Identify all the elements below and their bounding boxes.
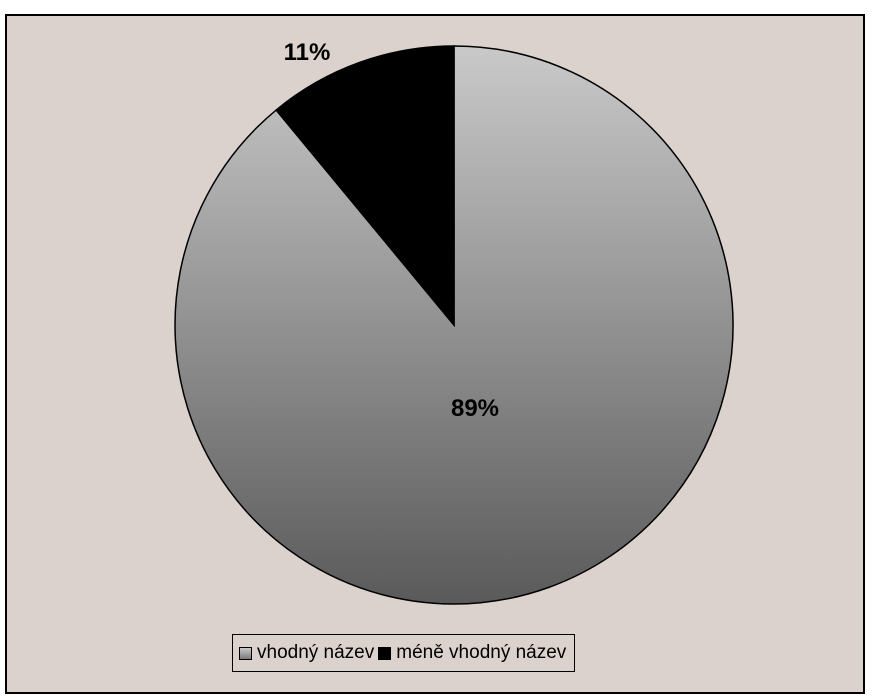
legend-item-vhodny: vhodný název	[239, 642, 374, 664]
chart-legend: vhodný název méně vhodný název	[232, 634, 576, 672]
legend-swatch-black	[378, 646, 392, 660]
pie-data-label: 89%	[451, 395, 499, 422]
pie-data-label: 11%	[284, 39, 331, 66]
legend-label: vhodný název	[257, 642, 375, 663]
pie-chart: 89% 11%	[174, 39, 734, 605]
chart-area: 89% 11% vhodný název méně vhodný název	[5, 14, 865, 694]
pie-slice-mene-vhodny-nazev	[275, 45, 455, 328]
pie-slice-vhodny-nazev	[174, 45, 734, 605]
legend-item-mene-vhodny: méně vhodný název	[378, 642, 566, 664]
legend-swatch-gray	[239, 646, 252, 660]
legend-label: méně vhodný název	[396, 642, 567, 663]
